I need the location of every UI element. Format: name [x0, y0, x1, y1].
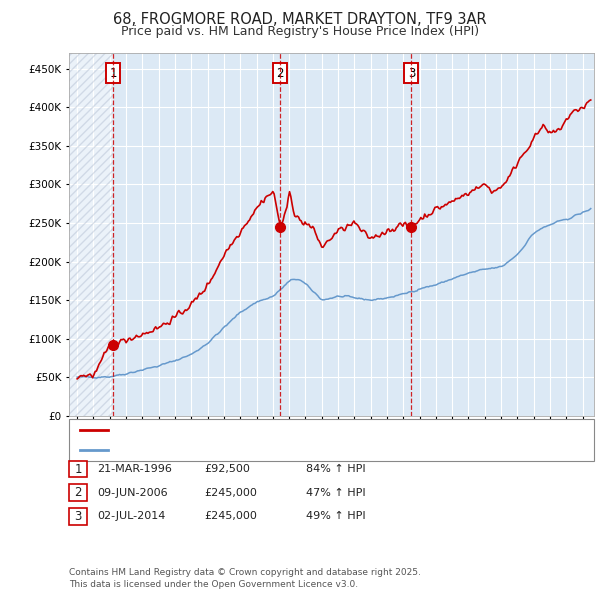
- Text: 21-MAR-1996: 21-MAR-1996: [97, 464, 172, 474]
- Text: 2: 2: [276, 67, 284, 80]
- Text: 68, FROGMORE ROAD, MARKET DRAYTON, TF9 3AR (semi-detached house): 68, FROGMORE ROAD, MARKET DRAYTON, TF9 3…: [112, 425, 521, 435]
- Text: 2: 2: [74, 486, 82, 499]
- Text: 47% ↑ HPI: 47% ↑ HPI: [306, 488, 365, 497]
- Text: 1: 1: [74, 463, 82, 476]
- Text: 09-JUN-2006: 09-JUN-2006: [97, 488, 168, 497]
- Text: £92,500: £92,500: [204, 464, 250, 474]
- Text: 3: 3: [74, 510, 82, 523]
- Text: £245,000: £245,000: [204, 512, 257, 521]
- Text: 3: 3: [408, 67, 415, 80]
- Text: Contains HM Land Registry data © Crown copyright and database right 2025.
This d: Contains HM Land Registry data © Crown c…: [69, 568, 421, 589]
- Text: 02-JUL-2014: 02-JUL-2014: [97, 512, 166, 521]
- Text: 1: 1: [110, 67, 117, 80]
- Bar: [69, 53, 113, 416]
- Text: 49% ↑ HPI: 49% ↑ HPI: [306, 512, 365, 521]
- Text: £245,000: £245,000: [204, 488, 257, 497]
- Text: 84% ↑ HPI: 84% ↑ HPI: [306, 464, 365, 474]
- Text: HPI: Average price, semi-detached house, Shropshire: HPI: Average price, semi-detached house,…: [112, 445, 403, 455]
- Text: 68, FROGMORE ROAD, MARKET DRAYTON, TF9 3AR: 68, FROGMORE ROAD, MARKET DRAYTON, TF9 3…: [113, 12, 487, 27]
- Text: Price paid vs. HM Land Registry's House Price Index (HPI): Price paid vs. HM Land Registry's House …: [121, 25, 479, 38]
